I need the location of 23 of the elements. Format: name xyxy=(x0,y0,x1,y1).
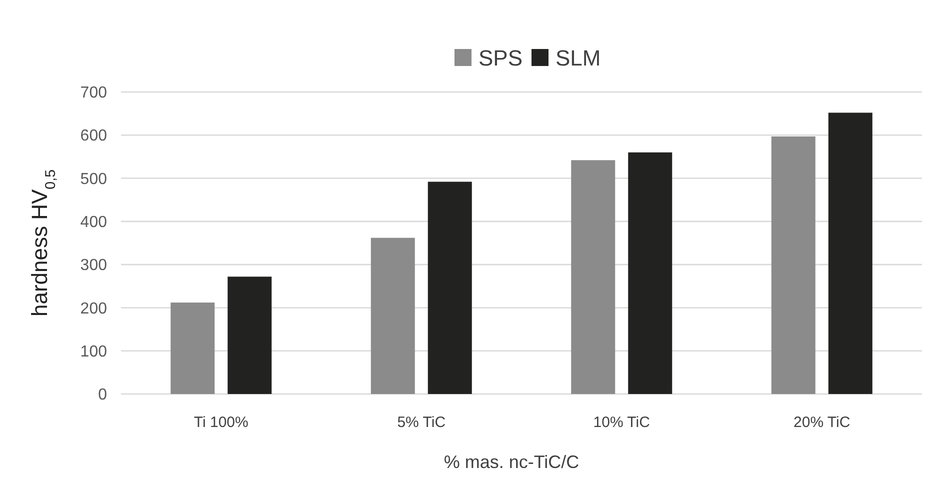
y-tick-label: 600 xyxy=(80,128,108,145)
y-tick-label: 400 xyxy=(80,214,108,232)
y-tick-label: 500 xyxy=(80,170,108,188)
y-tick-label: 0 xyxy=(98,386,108,404)
legend-label: SPS xyxy=(478,46,523,71)
bar xyxy=(170,302,215,394)
x-tick-label: 5% TiC xyxy=(397,414,446,431)
y-tick-label: 300 xyxy=(80,257,108,274)
bar xyxy=(571,160,616,394)
bar xyxy=(771,136,816,394)
x-tick-label: 20% TiC xyxy=(794,414,850,431)
bar xyxy=(428,182,472,394)
y-tick-label: 700 xyxy=(80,84,108,102)
bar xyxy=(370,238,415,394)
y-tick-label: 200 xyxy=(80,300,108,318)
legend-label: SLM xyxy=(556,46,601,71)
bar xyxy=(628,152,672,394)
x-tick-label: 10% TiC xyxy=(593,414,650,431)
x-tick-label: Ti 100% xyxy=(194,414,248,431)
bar xyxy=(828,112,872,394)
x-axis-title: % mas. nc-TiC/C xyxy=(444,452,580,472)
bar xyxy=(228,276,272,394)
y-tick-label: 100 xyxy=(80,343,108,360)
